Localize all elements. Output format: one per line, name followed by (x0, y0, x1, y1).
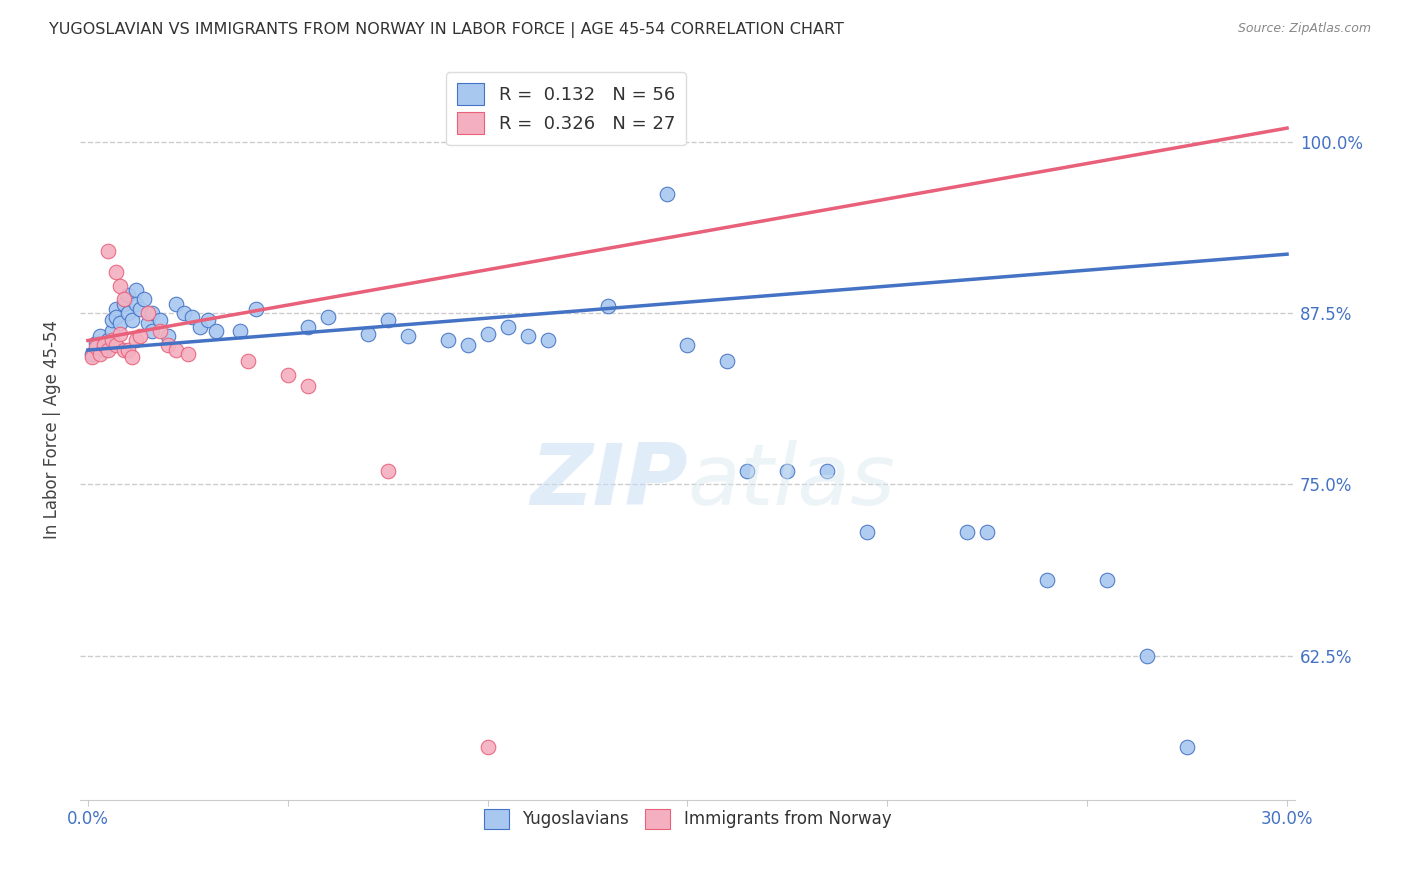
Point (377, 313, 399, 327)
Point (89, 329, 111, 343)
Point (108, 326, 131, 341)
Point (101, 324, 124, 338)
Legend: Yugoslavians, Immigrants from Norway: Yugoslavians, Immigrants from Norway (477, 802, 898, 836)
Point (436, 334, 458, 348)
Point (149, 313, 172, 327)
Point (97, 334, 120, 348)
Point (377, 464, 399, 478)
Point (136, 306, 159, 320)
Point (132, 293, 155, 307)
Point (396, 329, 419, 343)
Point (188, 319, 211, 334)
Text: ZIP: ZIP (530, 440, 688, 523)
Point (112, 296, 135, 310)
Point (1175, 740, 1198, 755)
Point (125, 283, 148, 297)
Text: Source: ZipAtlas.com: Source: ZipAtlas.com (1237, 22, 1371, 36)
Point (180, 310, 202, 325)
Text: YUGOSLAVIAN VS IMMIGRANTS FROM NORWAY IN LABOR FORCE | AGE 45-54 CORRELATION CHA: YUGOSLAVIAN VS IMMIGRANTS FROM NORWAY IN… (49, 22, 844, 38)
Point (84, 336, 107, 351)
Point (316, 310, 339, 325)
Point (108, 316, 131, 330)
Point (149, 324, 172, 338)
Point (536, 334, 558, 348)
Point (141, 324, 163, 338)
Point (1095, 574, 1118, 588)
Point (136, 316, 159, 330)
Point (121, 313, 143, 327)
Point (104, 301, 127, 316)
Point (165, 296, 187, 310)
Point (297, 378, 319, 392)
Point (108, 278, 131, 293)
Point (173, 306, 195, 320)
Point (125, 296, 148, 310)
Point (112, 343, 135, 357)
Point (121, 350, 143, 364)
Point (104, 265, 127, 279)
Point (125, 334, 148, 348)
Point (97, 244, 120, 259)
Point (596, 299, 619, 313)
Point (245, 301, 267, 316)
Point (477, 740, 499, 755)
Y-axis label: In Labor Force | Age 45-54: In Labor Force | Age 45-54 (44, 320, 60, 539)
Point (93, 343, 115, 357)
Point (80, 347, 103, 361)
Point (156, 337, 179, 351)
Point (104, 337, 127, 351)
Point (856, 525, 879, 540)
Point (277, 368, 299, 382)
Point (177, 347, 200, 361)
Point (101, 313, 124, 327)
Point (117, 343, 139, 357)
Point (165, 343, 187, 357)
Point (141, 306, 163, 320)
Text: atlas: atlas (688, 440, 896, 523)
Point (80, 350, 103, 364)
Point (236, 354, 259, 368)
Point (716, 354, 738, 368)
Point (112, 293, 135, 307)
Point (496, 319, 519, 334)
Point (93, 337, 115, 351)
Point (657, 186, 679, 201)
Point (356, 326, 378, 341)
Point (1036, 574, 1059, 588)
Point (204, 324, 226, 338)
Point (1136, 648, 1159, 663)
Point (197, 313, 219, 327)
Point (84, 340, 107, 354)
Point (128, 301, 150, 316)
Point (477, 326, 499, 341)
Point (297, 319, 319, 334)
Point (101, 334, 124, 348)
Point (776, 464, 799, 478)
Point (117, 288, 139, 302)
Point (956, 525, 979, 540)
Point (117, 306, 139, 320)
Point (815, 464, 838, 478)
Point (104, 310, 127, 325)
Point (128, 329, 150, 343)
Point (737, 464, 759, 478)
Point (97, 343, 120, 357)
Point (976, 525, 998, 540)
Point (229, 324, 252, 338)
Point (156, 329, 179, 343)
Point (516, 329, 538, 343)
Point (457, 337, 479, 351)
Point (676, 337, 699, 351)
Point (89, 347, 111, 361)
